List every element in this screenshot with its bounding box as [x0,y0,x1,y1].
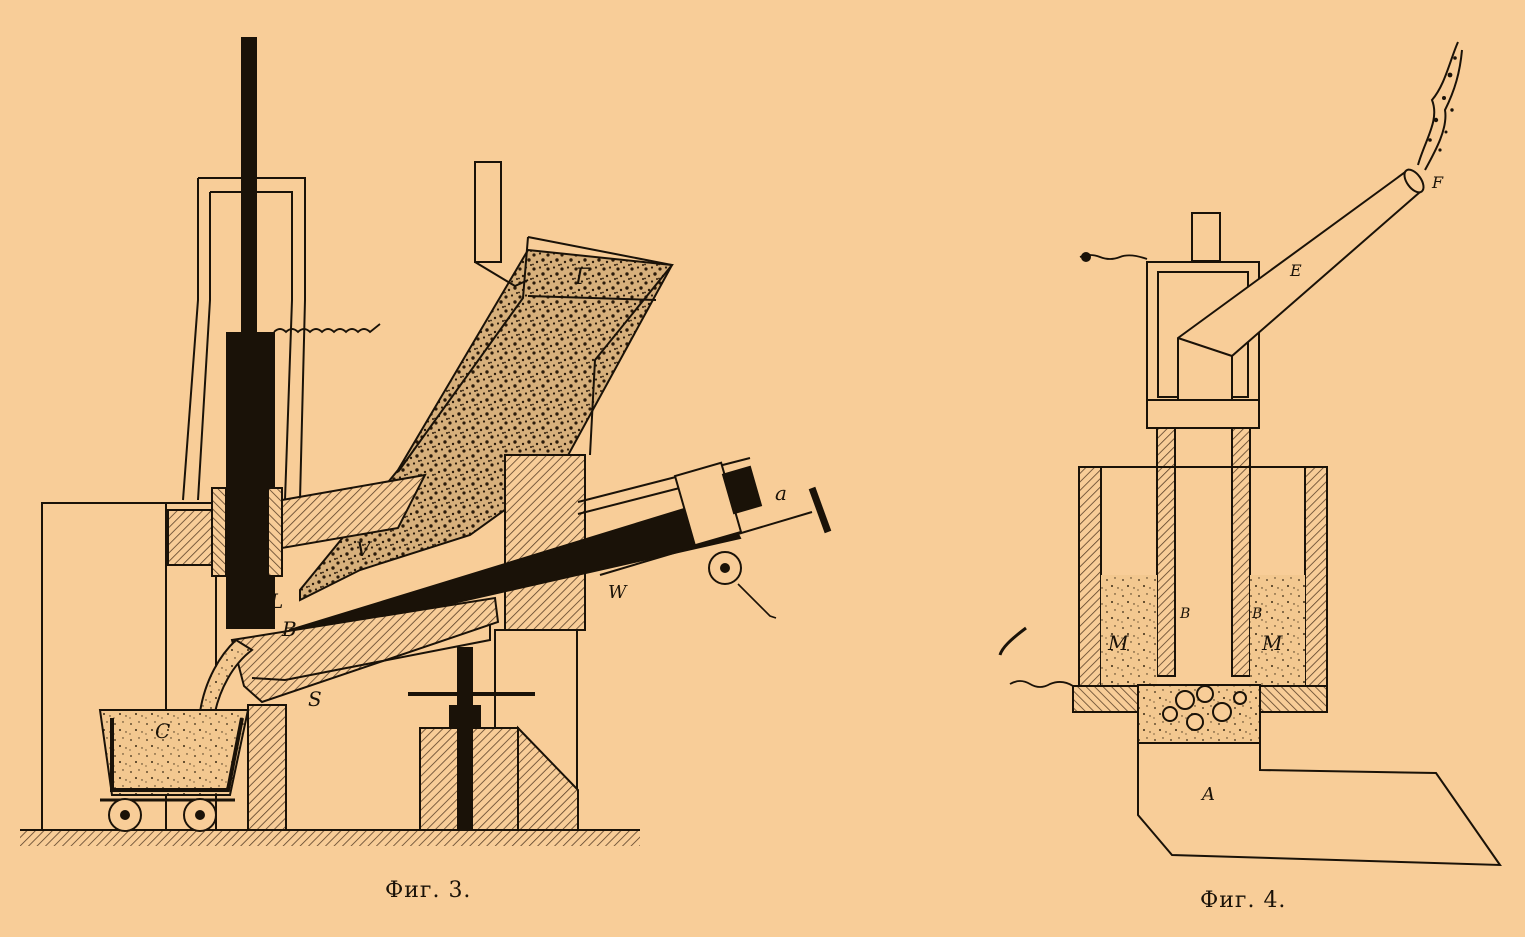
fig3-labels: Г V L B C S W a [155,265,787,743]
fig3-ground [20,829,640,846]
fig3-jack-side [517,725,579,831]
fig4-tube-mouth [1403,168,1425,194]
fig4-label-b-left: B [1179,606,1190,622]
fig3-feed-block [281,473,427,550]
fig4-charge-right [1250,575,1305,685]
fig3-label-b: B [281,617,297,641]
fig4-label-a: A [1200,784,1215,805]
fig4-labels: E F A M M B B [1107,173,1444,805]
fig3-press-frame [182,177,306,501]
fig4-smoke [1417,41,1463,171]
fig3-support-pillar [247,704,287,831]
figure-3 [20,37,832,846]
fig3-label-l: L [269,589,283,613]
fig3-label-c: C [155,719,170,743]
fig3-vertical-rod [241,37,257,339]
figure-3-caption: Фиг. 3. [385,878,472,903]
fig3-ram-guide-left [211,487,227,577]
fig3-cart-walls [110,717,244,792]
fig3-tray-lip [251,625,491,682]
fig4-smoke-particles [1428,56,1457,152]
fig4-flange [1146,399,1260,429]
fig3-cart [98,709,250,796]
fig4-label-b-right: B [1251,606,1262,622]
fig3-jack-screw [457,647,473,831]
fig3-pulley-cord [737,583,777,619]
fig4-crucible-right-wall [1304,466,1328,691]
fig3-plunger-cap [721,465,763,515]
fig3-ram-guide-right [267,487,283,577]
fig3-jack-nut [449,705,481,729]
fig3-coil [273,323,381,334]
fig3-chimney [474,161,502,263]
fig3-hopper-rim [527,295,657,301]
figure-4-caption: Фиг. 4. [1200,888,1287,913]
fig3-label-v: V [356,537,373,561]
fig3-cart-wheel-left-hub [120,810,130,820]
fig4-vessel-a [1137,743,1502,867]
fig4-top-cap [1191,212,1221,262]
fig4-wire-left [1009,680,1074,688]
fig4-wire-top-end [1081,252,1091,262]
fig4-crucible-left-wall [1078,466,1102,691]
fig3-chimney-elbow [474,261,529,288]
fig3-label-a: a [775,481,787,505]
fig3-hopper-outline [397,236,674,473]
fig4-label-m-left: M [1107,631,1129,655]
fig3-label-s: S [308,687,322,711]
fig4-charge-left [1101,575,1157,685]
fig3-ram [226,332,275,629]
fig4-label-e: E [1289,261,1302,280]
fig4-electrode-left-wall [1156,427,1176,677]
fig3-label-hopper: Г [574,265,591,290]
fig4-electrode-right-wall [1231,427,1251,677]
fig4-label-m-right: M [1261,631,1283,655]
fig4-outlet-lumps [1162,685,1247,731]
fig3-cart-wheel-right-hub [195,810,205,820]
fig4-label-f: F [1431,173,1444,192]
figure-4 [998,41,1502,867]
fig3-label-w: W [608,582,628,603]
fig4-spark [998,626,1027,656]
fig3-left-pad-upper [167,509,219,566]
fig3-handwheel [808,486,832,534]
fig3-handwheel-rod [599,511,813,576]
fig3-pulley-hub [720,563,730,573]
